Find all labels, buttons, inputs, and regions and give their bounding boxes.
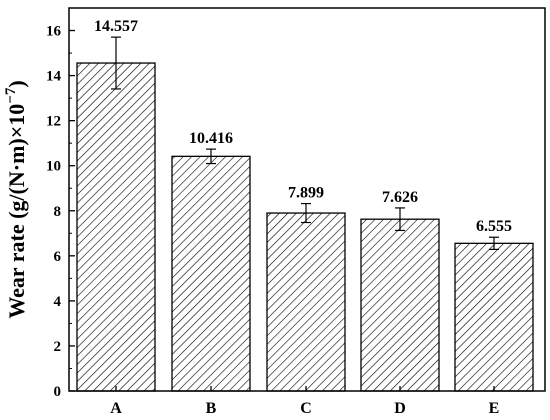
error-bar-a	[111, 36, 121, 90]
x-tick-label-d: D	[394, 400, 406, 417]
data-label-a: 14.557	[94, 18, 138, 35]
x-tick-label-a: A	[110, 400, 122, 417]
bar-a	[76, 62, 156, 392]
y-tick-label-10: 10	[46, 159, 61, 175]
error-bar-d	[395, 207, 405, 232]
bar-e	[454, 242, 534, 392]
data-label-d: 7.626	[382, 189, 418, 206]
y-axis-ticks: 0 2 4 6 8 10 12 14 16	[46, 24, 75, 400]
bar-c	[266, 212, 346, 392]
data-label-c: 7.899	[288, 185, 324, 202]
bar-d	[360, 218, 440, 392]
y-tick-label-16: 16	[46, 24, 62, 40]
data-label-b: 10.416	[189, 130, 233, 147]
y-tick-label-12: 12	[46, 114, 61, 130]
bar-b	[171, 155, 251, 392]
y-axis-title-main: Wear rate (g/(N·m)×10	[4, 104, 29, 319]
bars-layer	[76, 62, 534, 392]
error-bar-c	[301, 202, 311, 224]
y-axis-title-close: )	[4, 80, 29, 87]
x-axis-ticks: A B C D E	[110, 386, 499, 417]
x-tick-label-c: C	[300, 400, 312, 417]
y-tick-label-4: 4	[54, 294, 62, 310]
data-labels-layer: 14.557 10.416 7.899 7.626 6.555	[94, 18, 512, 235]
plot-frame	[68, 7, 546, 392]
y-axis-title: Wear rate (g/(N·m)×10−7)	[3, 80, 29, 318]
x-tick-label-e: E	[489, 400, 500, 417]
y-tick-label-6: 6	[54, 249, 62, 265]
error-bar-b	[206, 148, 216, 165]
error-bars-layer	[111, 36, 499, 251]
x-tick-label-b: B	[206, 400, 217, 417]
y-tick-label-2: 2	[54, 339, 62, 355]
data-label-e: 6.555	[476, 218, 512, 235]
y-tick-label-14: 14	[46, 69, 62, 85]
y-axis-title-exponent: −7	[3, 87, 19, 104]
y-tick-label-8: 8	[54, 204, 62, 220]
error-bar-e	[489, 236, 499, 251]
y-tick-label-0: 0	[54, 384, 62, 400]
